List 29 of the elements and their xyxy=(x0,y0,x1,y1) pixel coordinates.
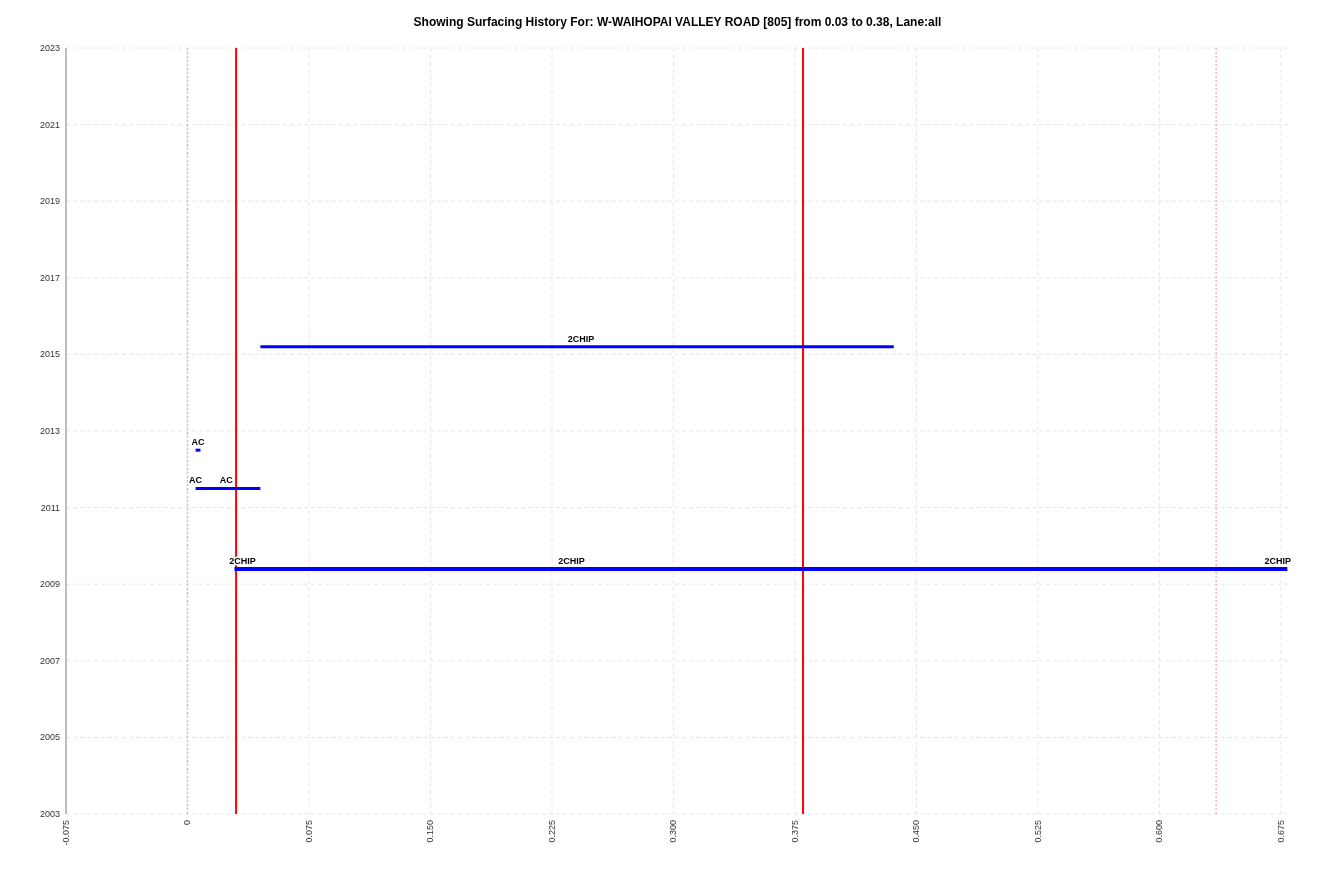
chart-title: Showing Surfacing History For: W-WAIHOPAI VALLEY ROAD [805] from 0.03 to 0.38, Lane:all xyxy=(413,15,942,29)
y-tick-label: 2009 xyxy=(39,579,60,590)
x-tick-label: 0.300 xyxy=(668,820,679,843)
y-tick-label: 2005 xyxy=(39,732,60,743)
x-tick-label: 0.450 xyxy=(911,820,922,843)
x-tick-label: 0.075 xyxy=(303,820,314,843)
annotation: 2CHIP xyxy=(1264,555,1291,566)
y-tick-label: 2021 xyxy=(39,119,60,130)
x-tick-label: 0.675 xyxy=(1275,820,1286,843)
y-tick-label: 2019 xyxy=(39,196,60,207)
y-tick-label: 2015 xyxy=(39,349,60,360)
y-tick-label: 2011 xyxy=(40,502,60,513)
y-tick-label: 2013 xyxy=(39,426,60,436)
x-tick-label: 0.150 xyxy=(425,820,436,843)
y-tick-label: 2023 xyxy=(39,43,60,53)
y-tick-label: 2017 xyxy=(39,272,60,283)
x-tick-label: 0.375 xyxy=(789,820,800,843)
annotation: 2CHIP xyxy=(558,555,585,566)
x-tick-label: 0.600 xyxy=(1154,820,1165,843)
y-tick-label: 2007 xyxy=(39,655,60,666)
annotation: AC xyxy=(189,475,203,486)
x-tick-label: 0.525 xyxy=(1032,820,1043,843)
x-tick-label: 0 xyxy=(182,820,193,826)
x-tick-label: -0.075 xyxy=(61,820,71,846)
annotation: AC xyxy=(219,475,234,486)
y-tick-label: 2003 xyxy=(39,809,60,819)
annotation: AC xyxy=(191,437,206,448)
x-tick-label: 0.225 xyxy=(546,820,557,843)
annotation: 2CHIP xyxy=(567,333,595,344)
